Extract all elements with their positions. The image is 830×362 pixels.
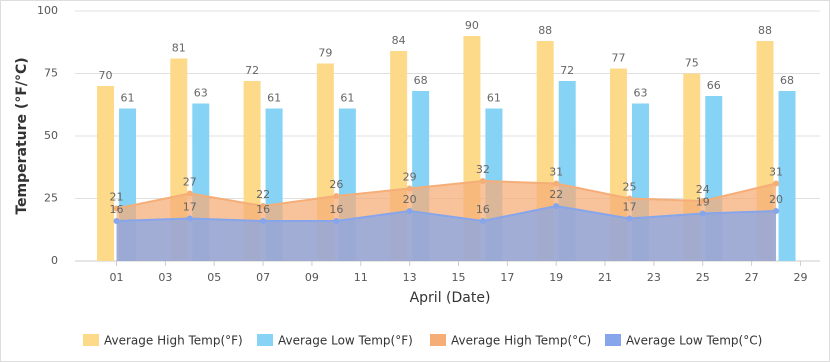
bar-value-label: 68	[780, 74, 794, 87]
area-value-label: 17	[183, 201, 197, 214]
area-value-label: 21	[110, 191, 124, 204]
bar-value-label: 70	[99, 69, 113, 82]
area-value-label: 24	[696, 183, 710, 196]
area-value-label: 27	[183, 176, 197, 189]
area-point	[553, 203, 560, 209]
area-point	[773, 180, 780, 187]
area-value-label: 25	[622, 181, 636, 194]
y-tick-label: 50	[44, 129, 58, 142]
legend-swatch	[430, 334, 446, 346]
bar-value-label: 72	[560, 64, 574, 77]
bar-value-label: 84	[392, 34, 406, 47]
area-point	[626, 215, 633, 222]
x-tick-label: 11	[354, 271, 368, 284]
legend-label: Average Low Temp(°F)	[278, 334, 413, 348]
area-point	[699, 210, 706, 217]
legend-swatch	[83, 334, 99, 346]
bar-value-label: 81	[172, 42, 186, 55]
bar-value-label: 68	[414, 74, 428, 87]
bar-value-label: 79	[318, 47, 332, 60]
bar-value-label: 61	[487, 92, 501, 105]
area-point	[333, 193, 340, 199]
area-value-label: 31	[549, 166, 563, 179]
x-tick-label: 07	[256, 271, 270, 284]
bar-value-label: 88	[538, 24, 552, 37]
bar-value-label: 61	[340, 92, 354, 105]
y-tick-label: 25	[44, 192, 58, 205]
area-value-label: 20	[769, 193, 783, 206]
x-tick-label: 19	[549, 271, 563, 284]
area-value-label: 17	[622, 201, 636, 214]
bar-value-label: 66	[707, 79, 721, 92]
area-value-label: 31	[769, 166, 783, 179]
x-tick-label: 13	[403, 271, 417, 284]
x-tick-label: 29	[793, 271, 807, 284]
area-value-label: 29	[403, 171, 417, 184]
area-line	[116, 179, 777, 210]
x-tick-label: 15	[451, 271, 465, 284]
bar-value-label: 63	[633, 87, 647, 100]
area-point	[479, 218, 486, 224]
legend-label: Average High Temp(°F)	[104, 334, 243, 348]
legend-swatch	[257, 334, 273, 346]
area-value-label: 16	[476, 203, 490, 216]
area-point	[260, 218, 267, 224]
area-point	[479, 178, 486, 184]
bar	[97, 86, 115, 261]
y-tick-label: 75	[44, 67, 58, 80]
bar-value-label: 61	[121, 92, 135, 105]
area-fill	[116, 206, 777, 261]
x-tick-label: 01	[110, 271, 124, 284]
area-value-label: 16	[256, 203, 270, 216]
area-point	[113, 218, 120, 224]
x-tick-label: 23	[647, 271, 661, 284]
legend-label: Average Low Temp(°C)	[626, 334, 762, 348]
bar-value-label: 88	[758, 24, 772, 37]
area-point	[260, 203, 267, 209]
area-line	[116, 204, 777, 223]
area-value-label: 22	[256, 188, 270, 201]
bar-value-label: 90	[465, 19, 479, 32]
area-value-label: 26	[329, 178, 343, 191]
legend-label: Average High Temp(°C)	[451, 334, 591, 348]
area-point	[113, 205, 120, 212]
area-point	[773, 208, 780, 214]
bar-value-label: 77	[611, 52, 625, 65]
bar-value-label: 61	[267, 92, 281, 105]
x-tick-label: 03	[158, 271, 172, 284]
x-tick-label: 27	[745, 271, 759, 284]
area-value-label: 20	[403, 193, 417, 206]
area-value-label: 16	[329, 203, 343, 216]
y-tick-label: 100	[37, 4, 58, 17]
area-point	[626, 195, 633, 202]
area-point	[406, 185, 413, 192]
area-value-label: 19	[696, 196, 710, 209]
area-point	[406, 208, 413, 214]
area-value-label: 22	[549, 188, 563, 201]
x-tick-label: 21	[598, 271, 612, 284]
bar-value-label: 75	[685, 57, 699, 70]
area-value-label: 32	[476, 163, 490, 176]
bar	[778, 91, 796, 261]
bar-value-label: 63	[194, 87, 208, 100]
x-tick-label: 09	[305, 271, 319, 284]
area-point	[333, 218, 340, 224]
area-point	[699, 198, 706, 204]
y-axis-title: Temperature (°F/°C)	[14, 57, 30, 214]
x-tick-label: 17	[500, 271, 514, 284]
x-tick-label: 25	[696, 271, 710, 284]
area-point	[186, 215, 193, 222]
area-point	[553, 180, 560, 187]
x-axis-title: April (Date)	[410, 290, 491, 306]
area-point	[186, 190, 193, 197]
x-tick-label: 05	[207, 271, 221, 284]
bar-value-label: 72	[245, 64, 259, 77]
y-tick-label: 0	[51, 254, 58, 267]
legend-swatch	[605, 334, 621, 346]
area-value-label: 16	[110, 203, 124, 216]
